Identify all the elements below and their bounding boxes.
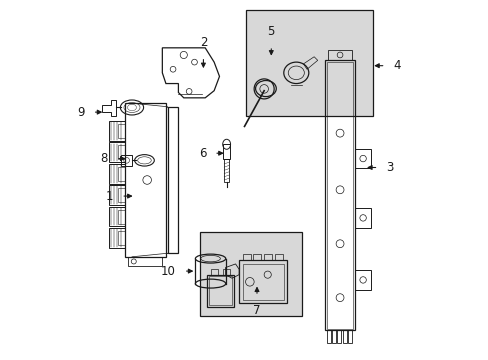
Bar [253, 254, 261, 260]
Bar [223, 269, 230, 275]
Bar [124, 103, 165, 257]
Bar [347, 330, 351, 342]
Bar [108, 185, 124, 205]
Bar [246, 10, 372, 116]
Bar [224, 158, 229, 182]
Bar [200, 232, 301, 316]
Text: 6: 6 [198, 147, 206, 160]
Bar [118, 210, 124, 224]
Bar [118, 188, 124, 202]
Text: 9: 9 [77, 105, 84, 119]
Bar [167, 107, 178, 253]
Bar [118, 145, 124, 159]
Bar [118, 167, 124, 181]
Bar [118, 231, 124, 245]
Bar [108, 207, 124, 226]
Bar [128, 257, 162, 266]
Bar [108, 143, 124, 162]
Bar [206, 275, 233, 307]
Text: 10: 10 [161, 265, 176, 278]
Bar [108, 228, 124, 248]
Bar [208, 276, 231, 305]
Bar [331, 330, 335, 342]
Bar [264, 254, 271, 260]
Bar [239, 260, 287, 303]
Bar [274, 254, 282, 260]
Bar [108, 164, 124, 184]
Bar [328, 50, 351, 60]
Text: 7: 7 [253, 304, 260, 317]
Text: 3: 3 [386, 161, 393, 174]
Text: 5: 5 [267, 25, 274, 38]
Bar [324, 60, 354, 330]
Text: 4: 4 [393, 59, 400, 72]
Bar [223, 144, 230, 158]
Bar [342, 330, 346, 342]
Bar [108, 121, 124, 141]
Bar [210, 269, 217, 275]
Text: 1: 1 [106, 190, 113, 203]
Text: 2: 2 [199, 36, 207, 49]
Bar [337, 330, 341, 342]
Text: 8: 8 [101, 152, 108, 165]
Bar [242, 254, 250, 260]
Bar [242, 264, 283, 300]
Bar [326, 330, 330, 342]
Bar [121, 155, 132, 166]
Bar [326, 62, 352, 329]
Bar [118, 124, 124, 138]
